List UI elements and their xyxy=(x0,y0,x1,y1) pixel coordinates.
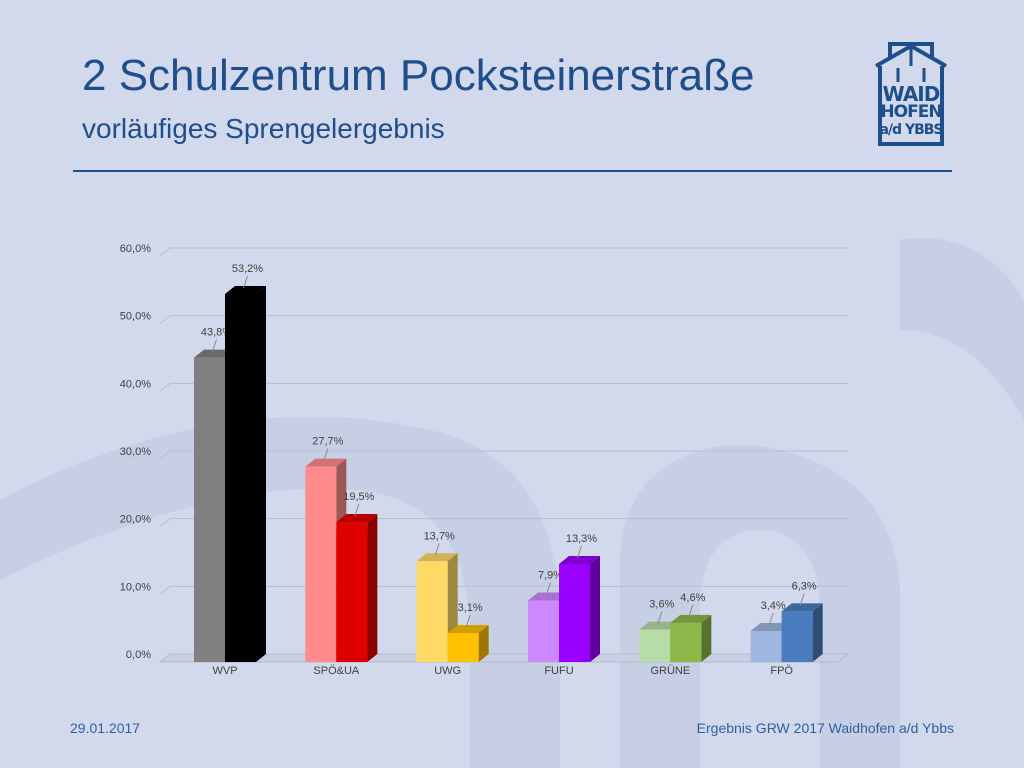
y-tick-label: 30,0% xyxy=(120,446,151,458)
footer-source: Ergebnis GRW 2017 Waidhofen a/d Ybbs xyxy=(696,720,954,736)
x-tick-label: SPÖ&UA xyxy=(313,665,360,677)
x-tick-label: GRÜNE xyxy=(650,665,690,677)
data-label: 13,3% xyxy=(566,533,597,545)
bar-side xyxy=(590,556,600,662)
logo-line-3: a/d YBBS xyxy=(879,122,943,138)
bar-side xyxy=(478,625,489,662)
bar-side xyxy=(701,614,712,662)
data-label-leader xyxy=(323,448,329,461)
bar xyxy=(194,357,225,662)
data-label: 4,6% xyxy=(680,592,705,604)
y-tick-label: 0,0% xyxy=(126,649,151,661)
page-title: 2 Schulzentrum Pocksteinerstraße xyxy=(82,51,755,100)
gridline-depth xyxy=(159,247,171,257)
data-label: 6,3% xyxy=(792,580,817,592)
bar xyxy=(528,600,559,662)
bar xyxy=(336,522,368,662)
data-label: 13,7% xyxy=(424,530,455,542)
data-label: 43,8% xyxy=(201,327,232,339)
bar xyxy=(447,633,479,662)
bar-top xyxy=(781,603,823,612)
bar-top xyxy=(194,349,235,358)
data-label: 3,6% xyxy=(649,599,674,611)
gridline-depth xyxy=(159,653,171,663)
logo-line-1: WAID xyxy=(882,82,941,106)
y-tick-label: 50,0% xyxy=(120,311,151,323)
bar-side xyxy=(256,286,266,662)
data-label-leader xyxy=(212,339,217,352)
logo-emblem-icon xyxy=(875,42,947,146)
bar xyxy=(639,629,671,662)
bar-top xyxy=(447,625,489,634)
gridline-depth xyxy=(159,518,171,528)
gridline-depth xyxy=(159,315,171,325)
x-tick-label: WVP xyxy=(212,665,237,677)
gridline-depth xyxy=(159,450,171,460)
bar-top xyxy=(528,592,569,601)
bar-top xyxy=(639,621,681,630)
bar-top xyxy=(750,622,792,631)
bar xyxy=(305,466,337,662)
footer-date: 29.01.2017 xyxy=(70,720,141,736)
logo-line-2: HOFEN xyxy=(880,102,942,122)
data-label-leader xyxy=(243,275,248,289)
bar-top xyxy=(559,556,600,565)
gridline-depth xyxy=(159,382,171,392)
title-divider xyxy=(73,170,952,172)
data-label-leader xyxy=(465,614,471,628)
data-label-leader xyxy=(657,611,663,624)
page-subtitle: vorläufiges Sprengelergebnis xyxy=(82,113,445,144)
data-label-leader xyxy=(768,612,774,626)
bar-side xyxy=(812,603,823,662)
bar xyxy=(670,622,702,662)
waidhofen-logo: WAID HOFEN a/d YBBS xyxy=(866,36,956,152)
data-label-leader xyxy=(688,604,694,618)
data-label: 19,5% xyxy=(343,491,374,503)
bar xyxy=(416,561,448,662)
bar-top xyxy=(416,553,458,562)
x-tick-label: FPÖ xyxy=(770,665,793,677)
data-label-leader xyxy=(354,503,360,517)
bar-top xyxy=(305,458,347,467)
y-tick-label: 20,0% xyxy=(120,514,151,526)
y-tick-label: 10,0% xyxy=(120,581,151,593)
bar-top xyxy=(670,614,712,623)
y-tick-label: 60,0% xyxy=(120,243,151,255)
data-label: 3,1% xyxy=(458,602,483,614)
data-label-leader xyxy=(546,582,551,595)
data-label: 27,7% xyxy=(312,436,343,448)
bar xyxy=(559,564,590,662)
data-label-leader xyxy=(577,545,582,559)
y-tick-label: 40,0% xyxy=(120,378,151,390)
data-label: 7,9% xyxy=(538,570,563,582)
data-label-leader xyxy=(799,593,805,606)
gridline-depth xyxy=(159,585,171,595)
bar-top xyxy=(225,286,266,295)
bar xyxy=(781,611,813,662)
bar xyxy=(750,630,782,662)
bar xyxy=(225,294,256,662)
bar-top xyxy=(336,514,378,523)
data-label-leader xyxy=(434,543,440,556)
x-tick-label: FUFU xyxy=(544,665,573,677)
bar-side xyxy=(367,514,378,662)
data-label: 53,2% xyxy=(232,263,263,275)
x-tick-label: UWG xyxy=(434,665,461,677)
data-label: 3,4% xyxy=(761,600,786,612)
